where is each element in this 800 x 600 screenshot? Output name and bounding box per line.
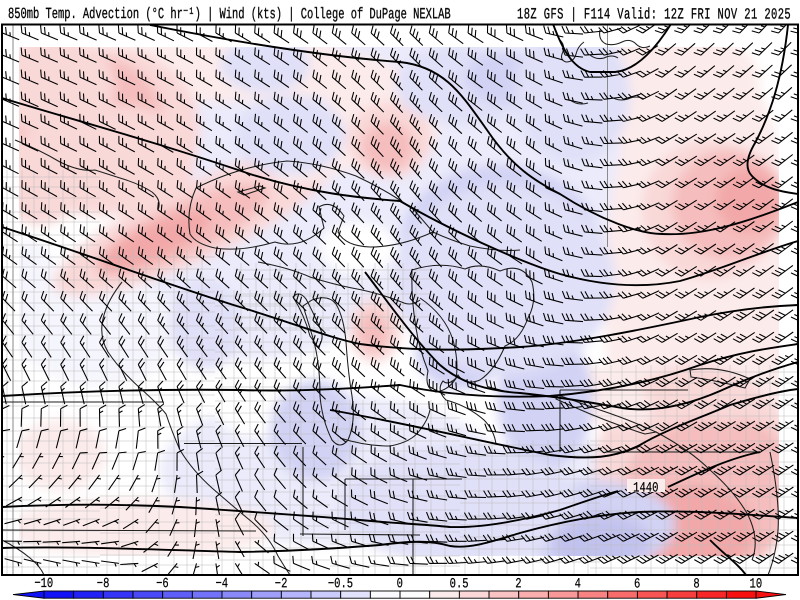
svg-text:−2: −2 xyxy=(275,576,288,592)
svg-text:−4: −4 xyxy=(215,576,228,592)
svg-text:18Z GFS | F114 Valid: 12Z FRI: 18Z GFS | F114 Valid: 12Z FRI NOV 21 202… xyxy=(517,5,791,23)
svg-text:2: 2 xyxy=(515,576,521,592)
svg-text:−0.5: −0.5 xyxy=(328,576,353,592)
svg-text:8: 8 xyxy=(693,576,699,592)
svg-text:10: 10 xyxy=(750,577,763,593)
svg-text:−6: −6 xyxy=(156,576,169,592)
svg-text:1440: 1440 xyxy=(633,480,658,496)
svg-text:−8: −8 xyxy=(97,576,110,592)
svg-text:6: 6 xyxy=(634,576,640,592)
svg-text:0.5: 0.5 xyxy=(450,576,469,592)
svg-text:4: 4 xyxy=(575,576,581,592)
svg-text:−10: −10 xyxy=(34,576,53,592)
svg-text:850mb Temp. Advection (°C hr⁻¹: 850mb Temp. Advection (°C hr⁻¹) | Wind (… xyxy=(8,5,451,23)
svg-text:0: 0 xyxy=(397,576,403,592)
